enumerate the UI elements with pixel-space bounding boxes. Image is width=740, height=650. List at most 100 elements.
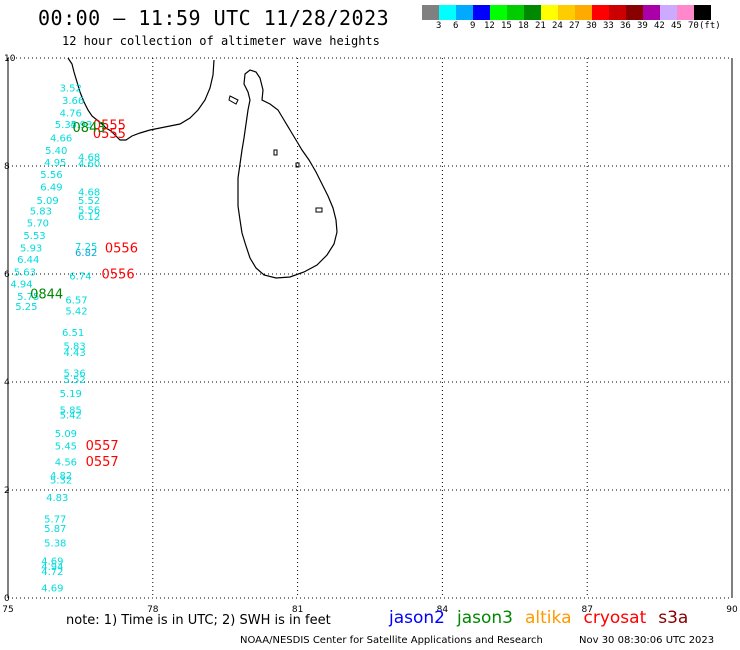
legend-swatch (490, 5, 507, 20)
wave-height-value: 6.57 (65, 296, 87, 307)
axis-tick-labels: 75 78 81 84 87 90 0 2 4 6 8 10 (2, 54, 738, 615)
pass-time-label: 0555 (93, 118, 126, 133)
wave-height-value: 5.25 (15, 302, 37, 313)
legend-label: 36 (620, 21, 631, 31)
legend-swatch (558, 5, 575, 20)
legend-label: 39 (637, 21, 648, 31)
mission-name: cryosat (583, 608, 647, 628)
wave-height-value: 4.76 (60, 108, 82, 119)
legend-label: 3 (436, 21, 442, 31)
x-tick-label: 90 (726, 605, 738, 615)
wave-height-value: 5.09 (55, 429, 77, 440)
legend-label: 33 (603, 21, 614, 31)
wave-height-value: 6.49 (40, 182, 62, 193)
legend-swatch (575, 5, 592, 20)
map-subtitle: 12 hour collection of altimeter wave hei… (62, 34, 380, 48)
footnote: note: 1) Time is in UTC; 2) SWH is in fe… (66, 613, 331, 628)
wave-height-value: 5.36 (63, 369, 85, 380)
mission-name: s3a (658, 608, 689, 628)
wave-height-value: 5.70 (27, 218, 49, 229)
wave-height-value: 5.09 (36, 196, 58, 207)
wave-height-value: 5.38 (44, 539, 66, 550)
wave-height-value: 4.69 (41, 584, 63, 595)
wave-height-value: 5.83 (63, 342, 85, 353)
mission-name: jason3 (457, 608, 513, 628)
legend-swatch (694, 5, 711, 20)
x-tick-label: 84 (437, 605, 449, 615)
legend-swatch (541, 5, 558, 20)
legend-swatch (439, 5, 456, 20)
legend-swatch (626, 5, 643, 20)
wave-height-value: 6.74 (69, 271, 91, 282)
wave-height-value: 5.40 (45, 146, 67, 157)
legend-label: 18 (518, 21, 529, 31)
wave-height-value: 5.32 (50, 476, 72, 487)
wave-height-value: 5.63 (14, 268, 36, 279)
legend-label: 12 (484, 21, 495, 31)
legend-label: 42 (654, 21, 665, 31)
wave-height-value: 4.95 (44, 158, 66, 169)
color-scale-legend (422, 5, 711, 20)
legend-swatch (507, 5, 524, 20)
x-tick-label: 81 (292, 605, 303, 615)
wave-height-value: 6.12 (78, 212, 100, 223)
wave-height-value: 7.25 (75, 242, 97, 253)
india-coastline (67, 57, 215, 141)
wave-height-value: 4.94 (41, 562, 63, 573)
x-tick-label: 87 (581, 605, 592, 615)
legend-label: (ft) (699, 21, 721, 31)
mission-legend: jason2 jason3 altika cryosat s3a (389, 608, 700, 628)
legend-label: 27 (569, 21, 580, 31)
wave-height-value: 4.69 (41, 557, 63, 568)
pass-time-label: 0844 (30, 287, 63, 302)
legend-label: 45 (671, 21, 682, 31)
mission-name: jason2 (389, 608, 445, 628)
wave-height-value: 4.82 (50, 471, 72, 482)
wave-height-value: 3.66 (62, 96, 84, 107)
legend-swatch (609, 5, 626, 20)
wave-height-value: 5.35 (55, 120, 77, 131)
legend-label: 21 (535, 21, 546, 31)
legend-swatch (660, 5, 677, 20)
wave-height-value: 4.93 (70, 120, 92, 131)
wave-height-value: 5.52 (63, 375, 85, 386)
legend-swatch (473, 5, 490, 20)
wave-height-value: 5.85 (60, 405, 82, 416)
wave-height-value: 3.52 (60, 83, 82, 94)
wave-height-value: 4.56 (55, 458, 77, 469)
legend-swatch (524, 5, 541, 20)
legend-label: 24 (552, 21, 563, 31)
pass-time-label: 0557 (86, 455, 119, 470)
wave-height-value: 5.75 (17, 292, 39, 303)
wave-height-labels: 3.523.664.765.354.934.665.404.95 4.684.60… (10, 83, 100, 594)
y-tick-label: 8 (4, 162, 10, 172)
generated-timestamp: Nov 30 08:30:06 UTC 2023 (579, 635, 715, 646)
wave-height-value: 6.82 (75, 248, 97, 259)
wave-height-value: 5.52 (78, 196, 100, 207)
pass-time-label: 0556 (105, 241, 138, 256)
small-island (273, 149, 278, 156)
legend-swatch (456, 5, 473, 20)
y-tick-label: 0 (4, 594, 10, 604)
legend-label: 6 (453, 21, 459, 31)
x-tick-label: 75 (2, 605, 13, 615)
coastline (67, 57, 338, 279)
sri-lanka-coastline (237, 69, 338, 279)
legend-swatch (677, 5, 694, 20)
legend-label: 15 (501, 21, 512, 31)
y-tick-label: 10 (4, 54, 16, 64)
legend-swatch (643, 5, 660, 20)
wave-height-value: 5.45 (55, 442, 77, 453)
pass-time-label: 0557 (86, 439, 119, 454)
wave-height-value: 4.72 (41, 567, 63, 578)
legend-swatch (592, 5, 609, 20)
wave-height-value: 4.66 (50, 134, 72, 145)
wave-height-value: 5.77 (44, 514, 66, 525)
mission-name: altika (525, 608, 572, 628)
wave-height-value: 5.53 (23, 231, 45, 242)
wave-height-value: 5.87 (44, 524, 66, 535)
legend-label: 30 (586, 21, 597, 31)
wave-height-value: 5.56 (78, 206, 100, 217)
lat-lon-grid (7, 57, 733, 599)
y-tick-label: 4 (4, 378, 10, 388)
